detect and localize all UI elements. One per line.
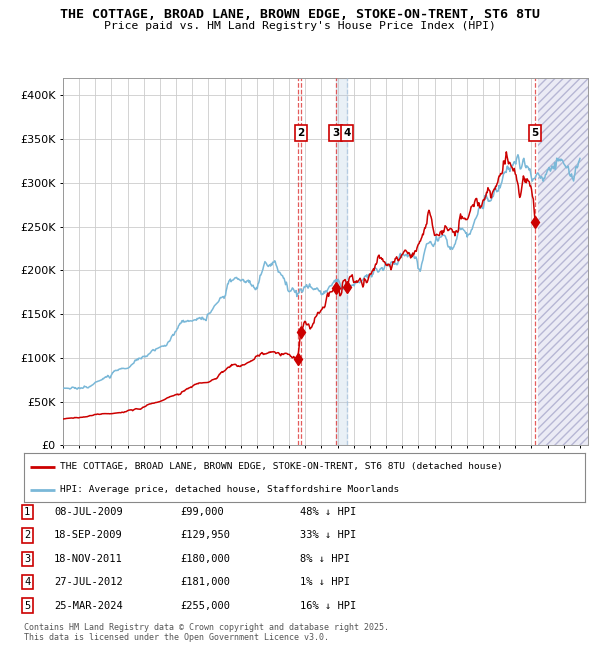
Text: HPI: Average price, detached house, Staffordshire Moorlands: HPI: Average price, detached house, Staf…: [61, 485, 400, 494]
Text: 2: 2: [297, 128, 304, 138]
Text: 18-SEP-2009: 18-SEP-2009: [54, 530, 123, 540]
Text: 5: 5: [532, 128, 539, 138]
Text: 25-MAR-2024: 25-MAR-2024: [54, 601, 123, 610]
Text: 33% ↓ HPI: 33% ↓ HPI: [300, 530, 356, 540]
Text: 8% ↓ HPI: 8% ↓ HPI: [300, 554, 350, 564]
Bar: [335, 78, 347, 445]
Text: 16% ↓ HPI: 16% ↓ HPI: [300, 601, 356, 610]
Text: 18-NOV-2011: 18-NOV-2011: [54, 554, 123, 564]
Text: 2: 2: [24, 530, 30, 540]
Text: £180,000: £180,000: [180, 554, 230, 564]
Text: Contains HM Land Registry data © Crown copyright and database right 2025.
This d: Contains HM Land Registry data © Crown c…: [24, 623, 389, 642]
Text: 3: 3: [332, 128, 340, 138]
Text: 3: 3: [24, 554, 30, 564]
Text: 1% ↓ HPI: 1% ↓ HPI: [300, 577, 350, 587]
Text: THE COTTAGE, BROAD LANE, BROWN EDGE, STOKE-ON-TRENT, ST6 8TU (detached house): THE COTTAGE, BROAD LANE, BROWN EDGE, STO…: [61, 462, 503, 471]
Text: 08-JUL-2009: 08-JUL-2009: [54, 507, 123, 517]
Text: £181,000: £181,000: [180, 577, 230, 587]
Text: 5: 5: [24, 601, 30, 610]
Text: 4: 4: [24, 577, 30, 587]
Text: £129,950: £129,950: [180, 530, 230, 540]
Text: 4: 4: [343, 128, 350, 138]
Bar: [538, 78, 588, 445]
Text: 1: 1: [24, 507, 30, 517]
Text: £99,000: £99,000: [180, 507, 224, 517]
Text: 48% ↓ HPI: 48% ↓ HPI: [300, 507, 356, 517]
Text: THE COTTAGE, BROAD LANE, BROWN EDGE, STOKE-ON-TRENT, ST6 8TU: THE COTTAGE, BROAD LANE, BROWN EDGE, STO…: [60, 8, 540, 21]
Text: Price paid vs. HM Land Registry's House Price Index (HPI): Price paid vs. HM Land Registry's House …: [104, 21, 496, 31]
Bar: [538, 78, 588, 445]
Text: £255,000: £255,000: [180, 601, 230, 610]
Text: 27-JUL-2012: 27-JUL-2012: [54, 577, 123, 587]
